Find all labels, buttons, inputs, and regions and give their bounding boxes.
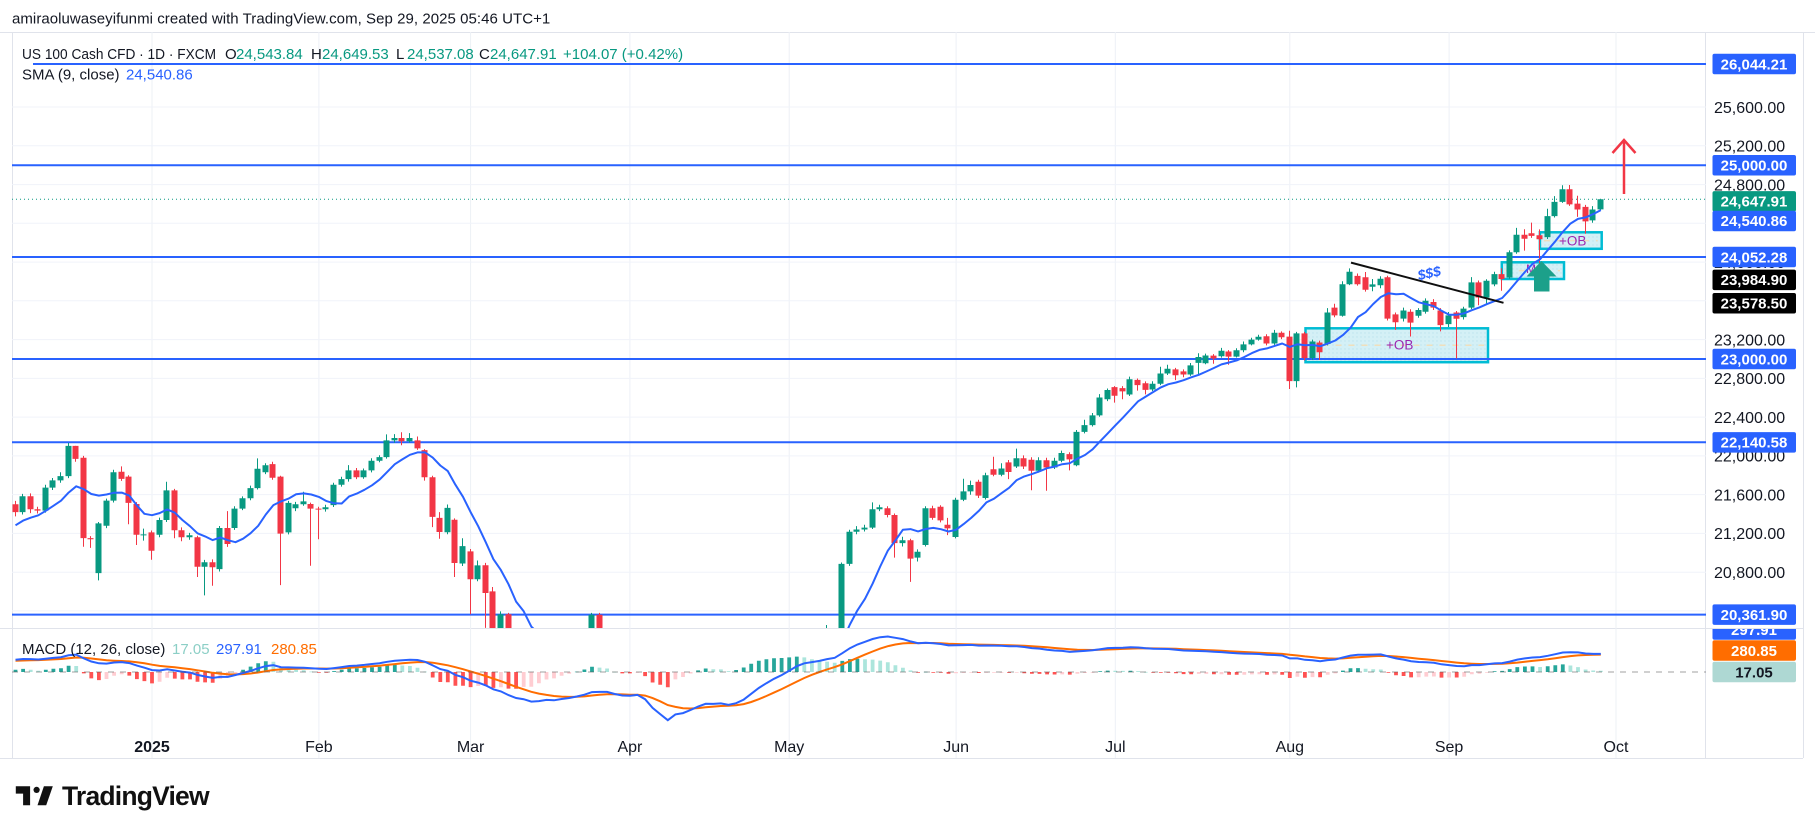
svg-text:+OB: +OB bbox=[1386, 338, 1413, 353]
svg-text:24,649.53: 24,649.53 bbox=[322, 46, 389, 63]
svg-text:25,000.00: 25,000.00 bbox=[1721, 158, 1788, 175]
svg-text:+104.07 (+0.42%): +104.07 (+0.42%) bbox=[563, 46, 683, 63]
svg-text:22,140.58: 22,140.58 bbox=[1721, 435, 1788, 452]
svg-text:C: C bbox=[479, 46, 490, 63]
svg-text:297.91: 297.91 bbox=[216, 641, 262, 658]
svg-text:23,578.50: 23,578.50 bbox=[1721, 296, 1788, 313]
svg-text:24,800.00: 24,800.00 bbox=[1714, 177, 1785, 194]
svg-text:21,600.00: 21,600.00 bbox=[1714, 487, 1785, 504]
svg-text:280.85: 280.85 bbox=[271, 641, 317, 658]
svg-text:Aug: Aug bbox=[1276, 739, 1304, 756]
svg-text:amiraoluwaseyifunmi created wi: amiraoluwaseyifunmi created with Trading… bbox=[12, 11, 550, 28]
svg-text:24,540.86: 24,540.86 bbox=[1721, 213, 1788, 230]
svg-text:MACD (12, 26, close): MACD (12, 26, close) bbox=[22, 641, 165, 658]
svg-text:21,200.00: 21,200.00 bbox=[1714, 526, 1785, 543]
svg-text:24,647.91: 24,647.91 bbox=[1721, 194, 1788, 211]
svg-text:Mar: Mar bbox=[457, 739, 485, 756]
svg-text:22,800.00: 22,800.00 bbox=[1714, 371, 1785, 388]
svg-text:22,000.00: 22,000.00 bbox=[1714, 449, 1785, 466]
svg-text:297.91: 297.91 bbox=[1731, 622, 1777, 639]
svg-text:25,600.00: 25,600.00 bbox=[1714, 100, 1785, 117]
svg-text:O: O bbox=[225, 46, 237, 63]
svg-text:Jun: Jun bbox=[943, 739, 969, 756]
svg-text:TradingView: TradingView bbox=[62, 781, 210, 811]
svg-text:23,000.00: 23,000.00 bbox=[1721, 351, 1788, 368]
svg-text:SMA (9, close): SMA (9, close) bbox=[22, 67, 120, 84]
svg-text:20,361.90: 20,361.90 bbox=[1721, 607, 1788, 624]
svg-text:24,543.84: 24,543.84 bbox=[236, 46, 303, 63]
svg-text:$$$: $$$ bbox=[1415, 263, 1442, 284]
svg-text:Apr: Apr bbox=[617, 739, 643, 756]
svg-text:23,984.90: 23,984.90 bbox=[1721, 272, 1788, 289]
svg-text:L: L bbox=[396, 46, 404, 63]
svg-text:22,400.00: 22,400.00 bbox=[1714, 410, 1785, 427]
svg-text:Oct: Oct bbox=[1604, 739, 1629, 756]
svg-text:May: May bbox=[774, 739, 804, 756]
svg-text:24,540.86: 24,540.86 bbox=[126, 67, 193, 84]
svg-text:Jul: Jul bbox=[1105, 739, 1125, 756]
svg-text:2025: 2025 bbox=[134, 739, 170, 756]
svg-text:24,647.91: 24,647.91 bbox=[490, 46, 557, 63]
svg-text:US 100 Cash CFD · 1D · FXCM: US 100 Cash CFD · 1D · FXCM bbox=[22, 46, 216, 63]
svg-text:24,537.08: 24,537.08 bbox=[407, 46, 474, 63]
svg-text:20,800.00: 20,800.00 bbox=[1714, 565, 1785, 582]
svg-text:23,200.00: 23,200.00 bbox=[1714, 332, 1785, 349]
svg-text:+OB: +OB bbox=[1559, 234, 1586, 249]
svg-text:Sep: Sep bbox=[1435, 739, 1464, 756]
svg-text:17.05: 17.05 bbox=[1735, 664, 1773, 681]
svg-text:17.05: 17.05 bbox=[172, 641, 210, 658]
svg-text:24,052.28: 24,052.28 bbox=[1721, 249, 1788, 266]
svg-text:Feb: Feb bbox=[305, 739, 333, 756]
svg-text:280.85: 280.85 bbox=[1731, 643, 1777, 660]
svg-text:25,200.00: 25,200.00 bbox=[1714, 139, 1785, 156]
svg-text:H: H bbox=[311, 46, 322, 63]
svg-text:26,044.21: 26,044.21 bbox=[1721, 56, 1788, 73]
